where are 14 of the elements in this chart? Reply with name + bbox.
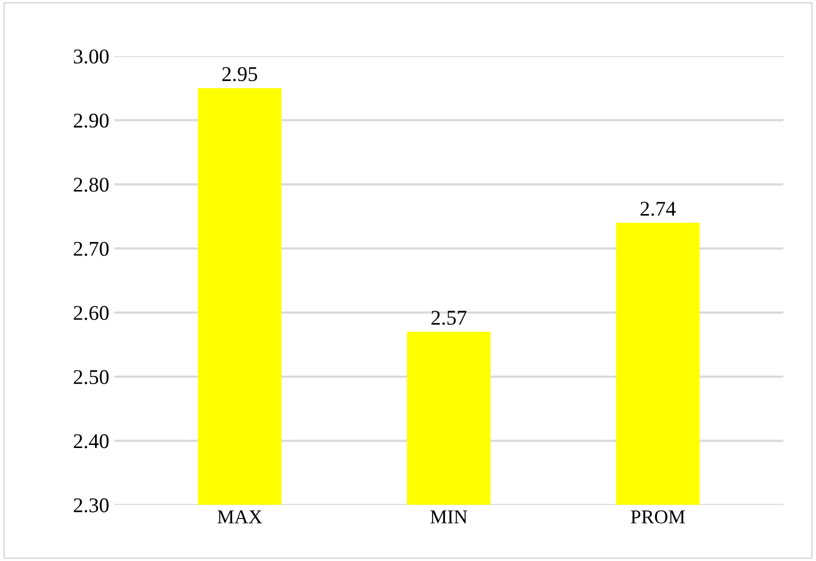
y-tick-label: 2.90 <box>74 114 109 128</box>
data-label: 2.74 <box>640 202 676 216</box>
y-tick-label: 2.60 <box>74 306 109 320</box>
x-tick-label: MIN <box>430 510 468 524</box>
y-tick-label: 2.30 <box>74 498 109 512</box>
data-label: 2.57 <box>431 310 466 325</box>
y-tick-label: 2.40 <box>74 434 109 448</box>
x-tick-label: MAX <box>218 510 262 524</box>
y-tick-label: 2.80 <box>74 178 109 192</box>
data-label: 2.95 <box>222 67 258 82</box>
x-tick-label: PROM <box>630 510 685 524</box>
y-tick-label: 3.00 <box>74 49 109 64</box>
y-tick-label: 2.50 <box>74 370 109 384</box>
y-tick-label: 2.70 <box>74 242 109 256</box>
